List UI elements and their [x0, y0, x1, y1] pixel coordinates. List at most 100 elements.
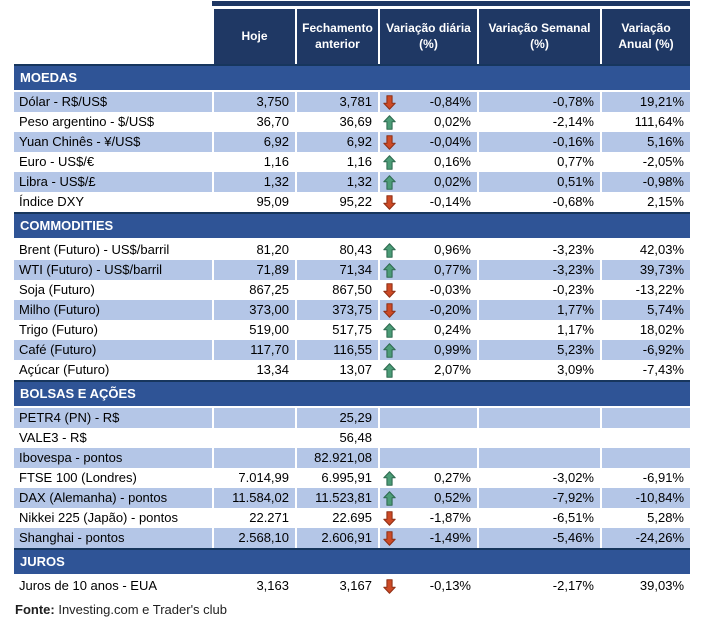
column-header-hoje: Hoje [212, 9, 295, 64]
section-bolsas-e-acoes: BOLSAS E AÇÕES PETR4 (PN) - R$ 25,29 VALE3… [14, 380, 690, 548]
weekly-variation-value: -0,16% [477, 132, 600, 152]
today-value: 2.568,10 [212, 528, 295, 548]
weekly-variation-value: -5,46% [477, 528, 600, 548]
weekly-variation-value: -3,23% [477, 240, 600, 260]
section-juros: JUROS Juros de 10 anos - EUA 3,163 3,167 -0… [14, 548, 690, 596]
daily-variation-cell: -0,03% [378, 280, 477, 300]
today-value: 3,750 [212, 92, 295, 112]
row-label: Trigo (Futuro) [19, 322, 98, 337]
row-label: Dólar - R$/US$ [14, 92, 212, 112]
daily-variation-cell: -0,13% [378, 576, 477, 596]
table-row: Peso argentino - $/US$ 36,70 36,69 0,02% -2,… [14, 112, 690, 132]
row-label: Juros de 10 anos - EUA [19, 578, 158, 593]
weekly-variation-value: -0,68% [477, 192, 600, 212]
today-value: 117,70 [212, 340, 295, 360]
source-text: Investing.com e Trader's club [58, 602, 228, 617]
up-arrow-icon [383, 362, 397, 378]
table-row: Nikkei 225 (Japão) - pontos 22.271 22.695 -… [14, 508, 690, 528]
annual-variation-value: -6,92% [600, 340, 690, 360]
header-cap-row [14, 1, 690, 6]
daily-variation-cell [378, 448, 477, 468]
table-row: Yuan Chinês - ¥/US$ 6,92 6,92 -0,04% -0,16% 5… [14, 132, 690, 152]
source-label: Fonte: [15, 602, 55, 617]
weekly-variation-value [477, 448, 600, 468]
table-row: Índice DXY 95,09 95,22 -0,14% -0,68% 2,15% [14, 192, 690, 212]
weekly-variation-value: -3,23% [477, 260, 600, 280]
table-row: Shanghai - pontos 2.568,10 2.606,91 -1,49% -… [14, 528, 690, 548]
weekly-variation-value: 1,17% [477, 320, 600, 340]
weekly-variation-value: -6,51% [477, 508, 600, 528]
weekly-variation-value: -2,14% [477, 112, 600, 132]
today-value: 95,09 [212, 192, 295, 212]
up-arrow-icon [383, 154, 397, 170]
table-row: Dólar - R$/US$ 3,750 3,781 -0,84% -0,78% 19,2… [14, 92, 690, 112]
no-icon [383, 431, 397, 446]
up-arrow-icon [383, 114, 397, 130]
weekly-variation-value: 1,77% [477, 300, 600, 320]
today-value: 81,20 [212, 240, 295, 260]
daily-variation-value: -1,49% [429, 530, 471, 545]
row-label: WTI (Futuro) - US$/barril [14, 260, 212, 280]
daily-variation-value: 0,02% [434, 174, 471, 189]
annual-variation-value [600, 428, 690, 448]
row-label: Peso argentino - $/US$ [19, 114, 155, 129]
daily-variation-value: 0,52% [434, 490, 471, 505]
row-label: DAX (Alemanha) - pontos [14, 488, 212, 508]
daily-variation-value: -1,87% [429, 510, 471, 525]
column-headers: Hoje Fechamento anterior Variação diária… [14, 9, 690, 64]
weekly-variation-value: 0,51% [477, 172, 600, 192]
annual-variation-value: 5,28% [600, 508, 690, 528]
annual-variation-value: -7,43% [600, 360, 690, 380]
row-label: Brent (Futuro) - US$/barril [19, 242, 170, 257]
up-arrow-icon [383, 262, 397, 278]
row-label: PETR4 (PN) - R$ [14, 408, 212, 428]
section-moedas: MOEDAS Dólar - R$/US$ 3,750 3,781 -0,84% -0,… [14, 64, 690, 212]
daily-variation-value: 0,02% [434, 114, 471, 129]
daily-variation-value: -0,84% [429, 94, 471, 109]
daily-variation-cell: 0,96% [378, 240, 477, 260]
annual-variation-value: -6,91% [600, 468, 690, 488]
previous-close-value: 36,69 [295, 112, 378, 132]
row-label: Shanghai - pontos [14, 528, 212, 548]
annual-variation-value: 42,03% [600, 240, 690, 260]
no-icon [383, 411, 397, 426]
daily-variation-cell: 0,77% [378, 260, 477, 280]
section-rows-juros: Juros de 10 anos - EUA 3,163 3,167 -0,13% -2… [14, 576, 690, 596]
daily-variation-value: 0,77% [434, 262, 471, 277]
previous-close-value: 3,167 [295, 576, 378, 596]
down-arrow-icon [383, 94, 397, 110]
annual-variation-value: 39,73% [600, 260, 690, 280]
daily-variation-cell: -1,49% [378, 528, 477, 548]
annual-variation-value: -13,22% [600, 280, 690, 300]
daily-variation-cell: -0,84% [378, 92, 477, 112]
previous-close-value: 1,16 [295, 152, 378, 172]
annual-variation-value: 5,74% [600, 300, 690, 320]
previous-close-value: 2.606,91 [295, 528, 378, 548]
previous-close-value: 13,07 [295, 360, 378, 380]
annual-variation-value [600, 408, 690, 428]
table-row: Libra - US$/£ 1,32 1,32 0,02% 0,51% -0,98% [14, 172, 690, 192]
today-value: 867,25 [212, 280, 295, 300]
annual-variation-value: -24,26% [600, 528, 690, 548]
daily-variation-cell: 0,02% [378, 112, 477, 132]
previous-close-value: 373,75 [295, 300, 378, 320]
table-row: Soja (Futuro) 867,25 867,50 -0,03% -0,23% -13… [14, 280, 690, 300]
annual-variation-value: -10,84% [600, 488, 690, 508]
table-row: VALE3 - R$ 56,48 [14, 428, 690, 448]
daily-variation-value: -0,14% [429, 194, 471, 209]
today-value [212, 428, 295, 448]
today-value: 1,16 [212, 152, 295, 172]
row-label: Nikkei 225 (Japão) - pontos [19, 510, 178, 525]
no-icon [383, 451, 397, 466]
up-arrow-icon [383, 490, 397, 506]
daily-variation-value: -0,20% [429, 302, 471, 317]
table-row: Açúcar (Futuro) 13,34 13,07 2,07% 3,09% -7,43… [14, 360, 690, 380]
previous-close-value: 82.921,08 [295, 448, 378, 468]
weekly-variation-value: 5,23% [477, 340, 600, 360]
table-row: WTI (Futuro) - US$/barril 71,89 71,34 0,77%… [14, 260, 690, 280]
row-label: Yuan Chinês - ¥/US$ [14, 132, 212, 152]
down-arrow-icon [383, 134, 397, 150]
today-value: 1,32 [212, 172, 295, 192]
today-value: 13,34 [212, 360, 295, 380]
daily-variation-cell [378, 428, 477, 448]
